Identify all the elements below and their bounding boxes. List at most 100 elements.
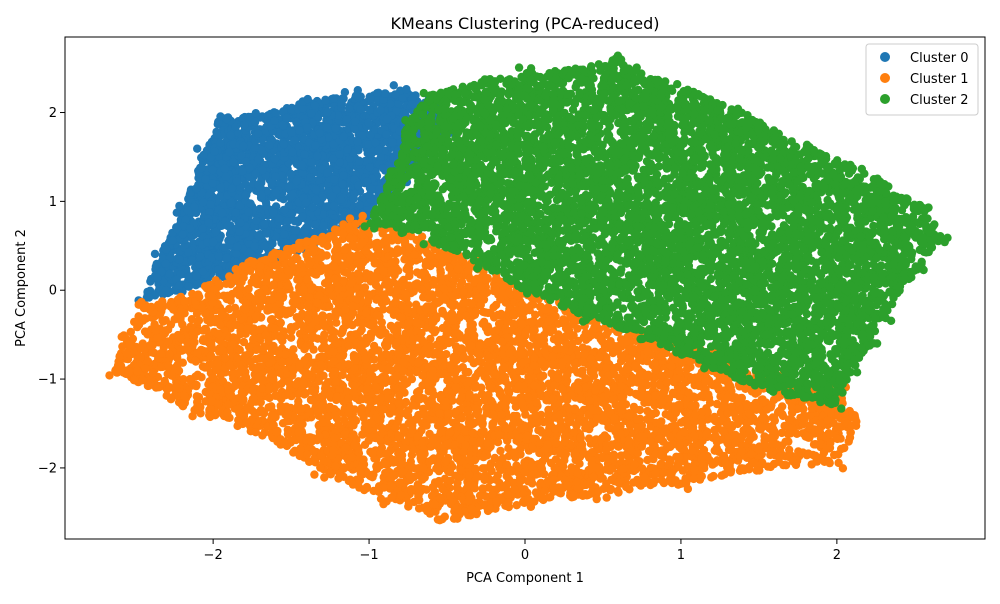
data-point [150,249,160,259]
data-point [402,85,411,94]
data-point [226,199,236,208]
data-point [322,108,332,118]
data-point [290,217,299,226]
data-point [262,229,271,238]
data-point [185,224,195,233]
data-point [310,220,320,230]
data-point [210,147,219,156]
data-point [198,198,208,207]
data-point [175,255,184,264]
data-point [246,199,255,208]
data-point [298,212,307,222]
data-point [161,245,171,254]
data-point [288,147,297,157]
data-point [329,201,339,211]
data-point [356,105,365,114]
data-point [212,130,222,139]
data-point [286,169,296,179]
data-point [271,172,280,181]
data-point [229,158,238,167]
data-point [193,279,203,288]
data-point [251,169,260,178]
data-point [292,177,301,186]
data-point [271,188,281,197]
data-point [201,175,210,184]
data-point [336,195,346,204]
data-point [197,163,206,173]
data-point [303,123,312,132]
data-point [260,220,269,229]
data-point [342,115,352,124]
data-point [407,100,417,109]
data-point [382,130,391,139]
data-point [328,191,337,201]
data-point [313,151,322,161]
data-point [146,277,155,286]
data-point [214,265,223,274]
data-point [303,94,312,104]
data-point [365,105,374,115]
data-point [232,177,242,186]
data-point [310,101,320,110]
data-point [364,118,373,128]
points-layer [105,51,952,525]
data-point [282,113,291,123]
data-point [292,117,301,127]
data-point [375,185,384,194]
data-point [184,272,193,281]
data-point [323,168,332,178]
data-point [337,99,346,109]
data-point [214,252,224,261]
data-point [328,154,338,163]
data-point [278,120,288,130]
data-point [308,203,317,212]
data-point [206,200,215,209]
data-point [355,157,364,166]
data-point [223,221,233,231]
data-point [239,141,248,151]
data-point [184,248,193,257]
data-point [199,150,208,160]
data-point [187,256,197,265]
data-point [227,184,237,193]
data-point [257,190,266,200]
data-point [152,259,161,269]
data-point [350,117,360,126]
data-point [220,164,230,174]
chart-title: KMeans Clustering (PCA-reduced) [391,14,660,33]
data-point [343,145,352,154]
data-point [231,208,240,218]
data-point [300,150,309,159]
data-point [376,105,385,115]
data-point [374,145,383,154]
data-point [161,259,171,268]
data-point [244,208,253,217]
data-point [168,236,177,245]
data-point [260,241,269,251]
data-point [251,109,260,118]
data-point [287,128,297,137]
data-point [175,201,184,211]
data-point [279,140,288,149]
data-point [280,205,289,215]
data-point [389,81,398,90]
data-point [284,182,293,191]
data-point [315,129,324,138]
data-point [306,173,315,182]
data-point [254,232,263,241]
data-point [216,138,225,148]
data-point [274,214,284,223]
data-point [355,200,364,210]
data-point [195,252,205,261]
data-point [235,227,244,236]
data-point [339,132,348,141]
data-point [238,166,247,176]
data-point [178,230,187,239]
data-point [349,194,358,203]
data-point [183,206,192,215]
data-point [241,157,250,166]
data-point [283,217,292,226]
data-point [391,90,400,99]
